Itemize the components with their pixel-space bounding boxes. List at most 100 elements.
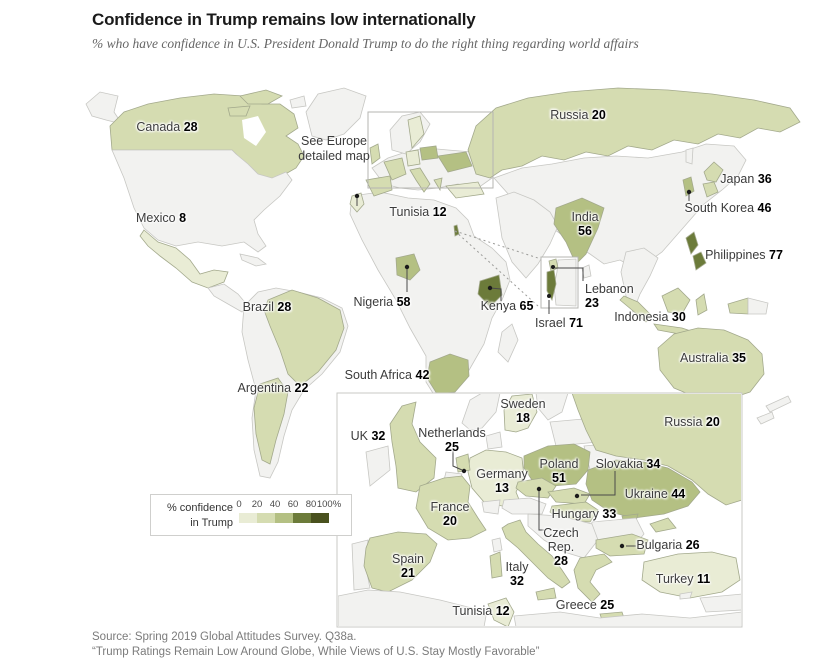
levant-neighbors — [553, 258, 577, 307]
africa — [349, 191, 511, 399]
inset-leader-lines — [452, 450, 636, 549]
north-africa-west — [338, 589, 487, 626]
country-ireland — [365, 445, 391, 487]
corsica — [491, 537, 503, 553]
country-russia-inset — [571, 394, 741, 506]
legend-label-line1: % confidence — [166, 502, 233, 514]
papua-new-guinea — [747, 297, 769, 315]
country-france — [415, 475, 487, 541]
country-israel — [546, 269, 557, 302]
country-usa — [111, 149, 293, 253]
country-indonesia-sumatra — [619, 295, 653, 323]
country-south-africa — [426, 353, 470, 395]
legend-label-line2: in Trump — [190, 516, 233, 529]
country-france-main — [383, 157, 407, 181]
country-japan — [703, 161, 724, 183]
country-greece-main — [433, 177, 443, 192]
country-argentina — [253, 377, 289, 465]
country-japan — [702, 181, 719, 198]
country-russia — [467, 87, 801, 179]
country-canada-arctic-islands — [227, 105, 251, 117]
country-south-korea — [682, 176, 695, 197]
country-indonesia-west-new-guinea — [727, 297, 749, 315]
country-sweden-main — [407, 115, 425, 149]
central-america — [207, 283, 249, 313]
legend-cells — [239, 513, 329, 523]
source-line: Source: Spring 2019 Global Attitudes Sur… — [92, 631, 357, 643]
europe-callout-box — [367, 111, 494, 189]
country-spain-main — [365, 175, 393, 197]
legend-tick: 100% — [316, 499, 342, 510]
country-australia — [657, 327, 765, 401]
legend-tick: 0 — [236, 499, 242, 510]
indochina — [620, 247, 659, 314]
country-sweden — [503, 394, 538, 433]
figure-subtitle: % who have confidence in U.S. President … — [92, 36, 639, 51]
country-finland — [535, 394, 569, 421]
country-denmark — [485, 431, 503, 450]
crimea — [649, 517, 677, 533]
country-kenya — [477, 274, 503, 308]
hudson-bay — [242, 116, 266, 146]
country-germany-main — [405, 149, 421, 167]
country-greece — [573, 553, 613, 603]
legend-color-ramp: 0 20 40 60 80 100% — [236, 499, 343, 531]
report-title-line: “Trump Ratings Remain Low Around Globe, … — [92, 646, 540, 658]
legend-color-cell — [239, 513, 257, 523]
israel-lebanon-magnifier — [540, 256, 579, 309]
country-uk-main — [369, 143, 381, 165]
legend-color-cell — [311, 513, 329, 523]
legend-tick: 60 — [287, 499, 299, 510]
country-poland — [523, 443, 591, 487]
israel-callout-dotted-line — [454, 230, 542, 260]
legend: % confidence in Trump 0 20 40 60 80 100% — [150, 494, 352, 536]
country-switzerland — [481, 499, 501, 515]
country-poland-main — [419, 145, 439, 161]
country-germany — [467, 449, 525, 507]
country-uk — [389, 401, 437, 493]
country-austria — [501, 497, 547, 515]
new-zealand — [756, 411, 775, 425]
world-leader-lines — [354, 189, 692, 314]
page-title: Confidence in Trump remains low internat… — [92, 10, 476, 29]
country-italy-sardinia — [489, 551, 503, 579]
country-israel-actual — [453, 224, 460, 237]
sakhalin — [685, 147, 694, 165]
legend-label: % confidence in Trump — [157, 501, 233, 531]
country-canada-arctic-islands — [239, 89, 283, 105]
country-slovakia — [547, 487, 591, 505]
country-turkey — [641, 551, 741, 599]
country-czech-republic — [515, 477, 557, 499]
country-italy — [501, 519, 571, 589]
country-mexico — [139, 229, 229, 289]
legend-tick: 40 — [269, 499, 281, 510]
europe-inset — [336, 392, 743, 628]
country-philippines — [685, 231, 699, 255]
country-indonesia-sulawesi — [695, 293, 708, 316]
country-norway — [461, 394, 501, 431]
country-india — [553, 197, 605, 265]
legend-color-cell — [257, 513, 275, 523]
country-tunisia-inset — [487, 597, 515, 626]
country-spain — [363, 531, 438, 593]
new-zealand — [765, 395, 792, 413]
arctic-island — [289, 95, 307, 109]
country-indonesia-borneo — [661, 287, 691, 315]
country-turkey-main — [445, 181, 485, 199]
legend-tick: 20 — [251, 499, 263, 510]
israel-callout-dotted-line — [454, 230, 539, 307]
country-brazil — [263, 289, 345, 387]
country-philippines — [692, 251, 707, 271]
north-africa-east — [513, 611, 741, 626]
levant — [699, 593, 741, 613]
country-ukraine-main — [437, 151, 473, 173]
cuba — [239, 253, 267, 267]
legend-color-cell — [293, 513, 311, 523]
cyprus — [679, 591, 693, 600]
legend-tick: 80 — [305, 499, 317, 510]
country-italy-sicily — [535, 587, 557, 601]
country-greenland — [305, 87, 367, 141]
country-netherlands — [455, 453, 471, 473]
